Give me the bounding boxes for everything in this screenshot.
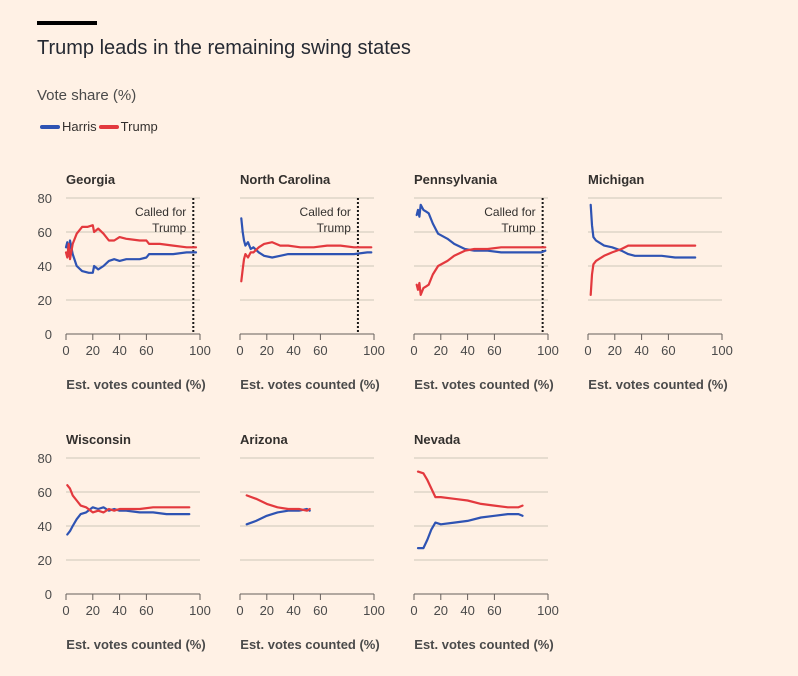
legend-label-trump: Trump	[120, 119, 158, 134]
panel-title-north-carolina: North Carolina	[240, 172, 331, 187]
x-tick-label: 60	[139, 603, 153, 618]
series-line-trump	[66, 484, 191, 514]
x-tick-label: 20	[86, 603, 100, 618]
x-tick-label: 40	[112, 343, 126, 358]
x-tick-label: 0	[62, 343, 69, 358]
series-line-harris	[589, 203, 697, 259]
series-line-trump	[589, 244, 697, 296]
x-tick-label: 100	[189, 603, 211, 618]
panel-title-georgia: Georgia	[66, 172, 116, 187]
legend-swatch-harris	[40, 124, 60, 129]
y-tick-label: 80	[38, 451, 52, 466]
series-line-trump	[240, 241, 373, 283]
y-tick-label: 60	[38, 485, 52, 500]
header-accent-bar	[37, 21, 97, 25]
y-tick-label: 80	[38, 191, 52, 206]
legend-swatch-trump	[98, 124, 119, 129]
x-tick-label: 60	[139, 343, 153, 358]
legend-item-trump: Trump	[98, 119, 158, 134]
called-marker-label: Called for	[300, 205, 351, 219]
series-line-harris	[416, 513, 524, 550]
x-tick-label: 40	[634, 343, 648, 358]
series-line-trump	[415, 246, 547, 296]
x-tick-label: 40	[286, 343, 300, 358]
x-tick-label: 40	[460, 343, 474, 358]
x-tick-label: 100	[363, 603, 385, 618]
x-tick-label: 100	[363, 343, 385, 358]
x-tick-label: 0	[236, 343, 243, 358]
x-axis-title: Est. votes counted (%)	[240, 377, 379, 392]
x-tick-label: 0	[410, 343, 417, 358]
x-tick-label: 0	[410, 603, 417, 618]
x-tick-label: 40	[460, 603, 474, 618]
panel-title-michigan: Michigan	[588, 172, 644, 187]
panel-north-carolina: North Carolina 0 20 40 60 100 Est. votes count…	[236, 172, 384, 392]
y-tick-label: 0	[45, 327, 52, 342]
y-tick-label: 60	[38, 225, 52, 240]
x-tick-label: 60	[487, 343, 501, 358]
x-tick-label: 60	[487, 603, 501, 618]
legend: Harris Trump	[40, 119, 160, 134]
x-tick-label: 20	[434, 603, 448, 618]
panel-title-wisconsin: Wisconsin	[66, 432, 131, 447]
y-tick-label: 20	[38, 293, 52, 308]
panel-georgia: Georgia 0 20 40 60 80 0 20 40 60 100 Est. votes cou…	[38, 172, 211, 392]
panel-michigan: Michigan 0 20 40 60 100 Est. votes counted (%)	[584, 172, 732, 392]
series-line-trump	[245, 494, 311, 512]
x-axis-title: Est. votes counted (%)	[588, 377, 727, 392]
x-tick-label: 20	[260, 343, 274, 358]
called-marker-label: Called for	[484, 205, 535, 219]
called-marker-label: Trump	[501, 221, 536, 235]
series-line-harris	[415, 203, 547, 254]
series-line-harris	[245, 507, 311, 526]
series-line-trump	[64, 224, 198, 261]
x-tick-label: 20	[260, 603, 274, 618]
legend-label-harris: Harris	[62, 119, 97, 134]
x-tick-label: 20	[608, 343, 622, 358]
page-title: Trump leads in the remaining swing state…	[37, 37, 411, 59]
panel-arizona: Arizona 0 20 40 60 100 Est. votes counted (%)	[236, 432, 384, 652]
x-tick-label: 0	[584, 343, 591, 358]
series-line-harris	[66, 506, 191, 536]
x-tick-label: 100	[537, 343, 559, 358]
x-axis-title: Est. votes counted (%)	[414, 637, 553, 652]
panel-pennsylvania: Pennsylvania 0 20 40 60 100 Est. votes counted…	[410, 172, 558, 392]
x-axis-title: Est. votes counted (%)	[414, 377, 553, 392]
panel-title-arizona: Arizona	[240, 432, 288, 447]
page-subtitle: Vote share (%)	[37, 87, 137, 104]
panel-title-pennsylvania: Pennsylvania	[414, 172, 498, 187]
series-line-trump	[416, 470, 524, 509]
x-tick-label: 0	[236, 603, 243, 618]
called-marker-label: Called for	[135, 205, 186, 219]
called-marker-label: Trump	[152, 221, 187, 235]
x-tick-label: 40	[112, 603, 126, 618]
called-marker-label: Trump	[317, 221, 352, 235]
panel-wisconsin: Wisconsin 0 20 40 60 80 0 20 40 60 100 Est. votes c…	[38, 432, 211, 652]
x-tick-label: 60	[661, 343, 675, 358]
panel-title-nevada: Nevada	[414, 432, 461, 447]
x-tick-label: 100	[711, 343, 733, 358]
x-tick-label: 60	[313, 603, 327, 618]
x-axis-title: Est. votes counted (%)	[66, 637, 205, 652]
legend-item-harris: Harris	[40, 119, 97, 134]
x-axis-title: Est. votes counted (%)	[240, 637, 379, 652]
x-tick-label: 20	[434, 343, 448, 358]
x-tick-label: 100	[537, 603, 559, 618]
x-tick-label: 60	[313, 343, 327, 358]
y-tick-label: 40	[38, 259, 52, 274]
y-tick-label: 40	[38, 519, 52, 534]
x-tick-label: 100	[189, 343, 211, 358]
panel-nevada: Nevada 0 20 40 60 100 Est. votes counted (%)	[410, 432, 558, 652]
x-tick-label: 20	[86, 343, 100, 358]
y-tick-label: 20	[38, 553, 52, 568]
x-tick-label: 40	[286, 603, 300, 618]
series-line-harris	[240, 217, 373, 259]
x-tick-label: 0	[62, 603, 69, 618]
x-axis-title: Est. votes counted (%)	[66, 377, 205, 392]
y-tick-label: 0	[45, 587, 52, 602]
